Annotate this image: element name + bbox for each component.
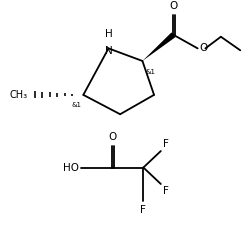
Text: H: H [105,29,112,39]
Polygon shape [142,32,175,61]
Text: O: O [199,43,208,53]
Text: N: N [105,47,112,56]
Text: F: F [163,186,169,196]
Text: HO: HO [63,162,79,172]
Text: O: O [108,132,117,142]
Text: CH₃: CH₃ [9,90,27,100]
Text: F: F [140,205,146,215]
Text: &1: &1 [71,102,81,108]
Text: F: F [163,139,169,149]
Text: &1: &1 [145,69,155,75]
Text: O: O [169,0,178,11]
